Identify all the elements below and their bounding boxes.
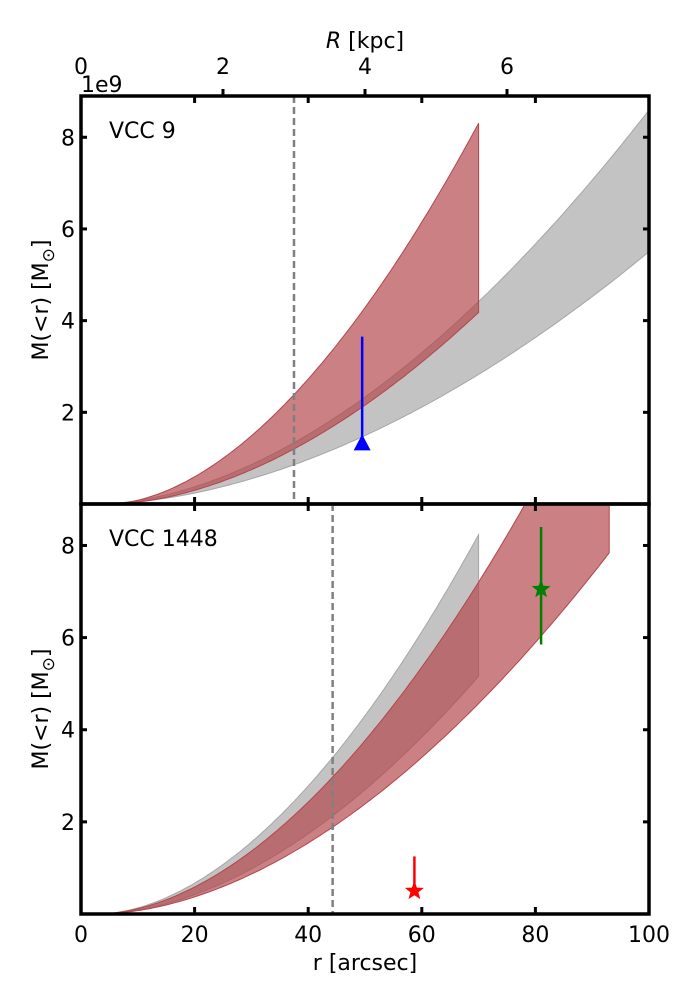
panel-label: VCC 1448	[109, 527, 218, 552]
data-points	[353, 336, 371, 451]
top-axis-tick-label: 4	[358, 55, 372, 80]
x-tick-label: 60	[408, 923, 436, 948]
x-tick-label: 20	[181, 923, 209, 948]
top-axis-tick-label: 0	[74, 55, 88, 80]
red-star-marker	[404, 881, 424, 900]
model-bands	[97, 504, 610, 914]
top-axis-tick-label: 2	[216, 55, 230, 80]
x-axis-title: r [arcsec]	[313, 951, 417, 976]
top-axis-tick-label: 6	[500, 55, 514, 80]
top-axis-title-italic: R	[326, 29, 341, 54]
y-axis-title-main: M(<r) [M	[29, 671, 54, 769]
x-tick-label: 0	[74, 923, 88, 948]
x-tick-label: 100	[628, 923, 670, 948]
y-tick-label: 2	[61, 401, 75, 426]
y-axis-title-sub: ⊙	[39, 248, 59, 262]
blue-lower-limit-marker	[353, 434, 371, 451]
x-tick-label: 80	[521, 923, 549, 948]
x-axis-ticks: 0 20 40 60 80 100	[74, 504, 670, 948]
green-star-marker	[531, 579, 551, 598]
x-tick-label: 40	[294, 923, 322, 948]
top-axis-title-rest: [kpc]	[341, 29, 404, 54]
y-tick-label: 6	[61, 218, 75, 243]
y-axis-title-end: ]	[29, 648, 54, 657]
red-model-band	[97, 504, 610, 914]
y-tick-label: 4	[61, 310, 75, 335]
y-axis-ticks: 2 4 6 8	[61, 534, 649, 836]
top-axis-title: R [kpc]	[326, 29, 404, 54]
y-tick-label: 8	[61, 534, 75, 559]
y-tick-label: 2	[61, 811, 75, 836]
panel-vcc-1448: 2 4 6 8 0 20 40 60 80 100 VCC 1448 M(<r) [M⊙] r …	[29, 502, 670, 976]
y-axis-ticks: 2 4 6 8	[61, 126, 649, 426]
y-offset-text: 1e9	[81, 73, 123, 98]
y-axis-title-end: ]	[29, 239, 54, 248]
panel-label: VCC 9	[109, 119, 176, 144]
y-tick-label: 6	[61, 627, 75, 652]
y-tick-label: 8	[61, 126, 75, 151]
y-axis-title-sub: ⊙	[39, 657, 59, 671]
y-tick-label: 4	[61, 719, 75, 744]
red-model-band	[109, 123, 480, 504]
top-axis-ticks: 0 2 4 6	[74, 55, 514, 96]
y-axis-title-main: M(<r) [M	[29, 262, 54, 360]
model-bands	[97, 109, 649, 504]
panel-frame	[79, 502, 651, 916]
data-points	[404, 527, 551, 900]
y-axis-title: M(<r) [M⊙]	[29, 239, 59, 360]
y-axis-title: M(<r) [M⊙]	[29, 648, 59, 769]
panel-vcc-9: 2 4 6 8 0 2 4 6 VCC 9 1e9 M(<r) [M⊙] R [kpc]	[29, 29, 651, 506]
